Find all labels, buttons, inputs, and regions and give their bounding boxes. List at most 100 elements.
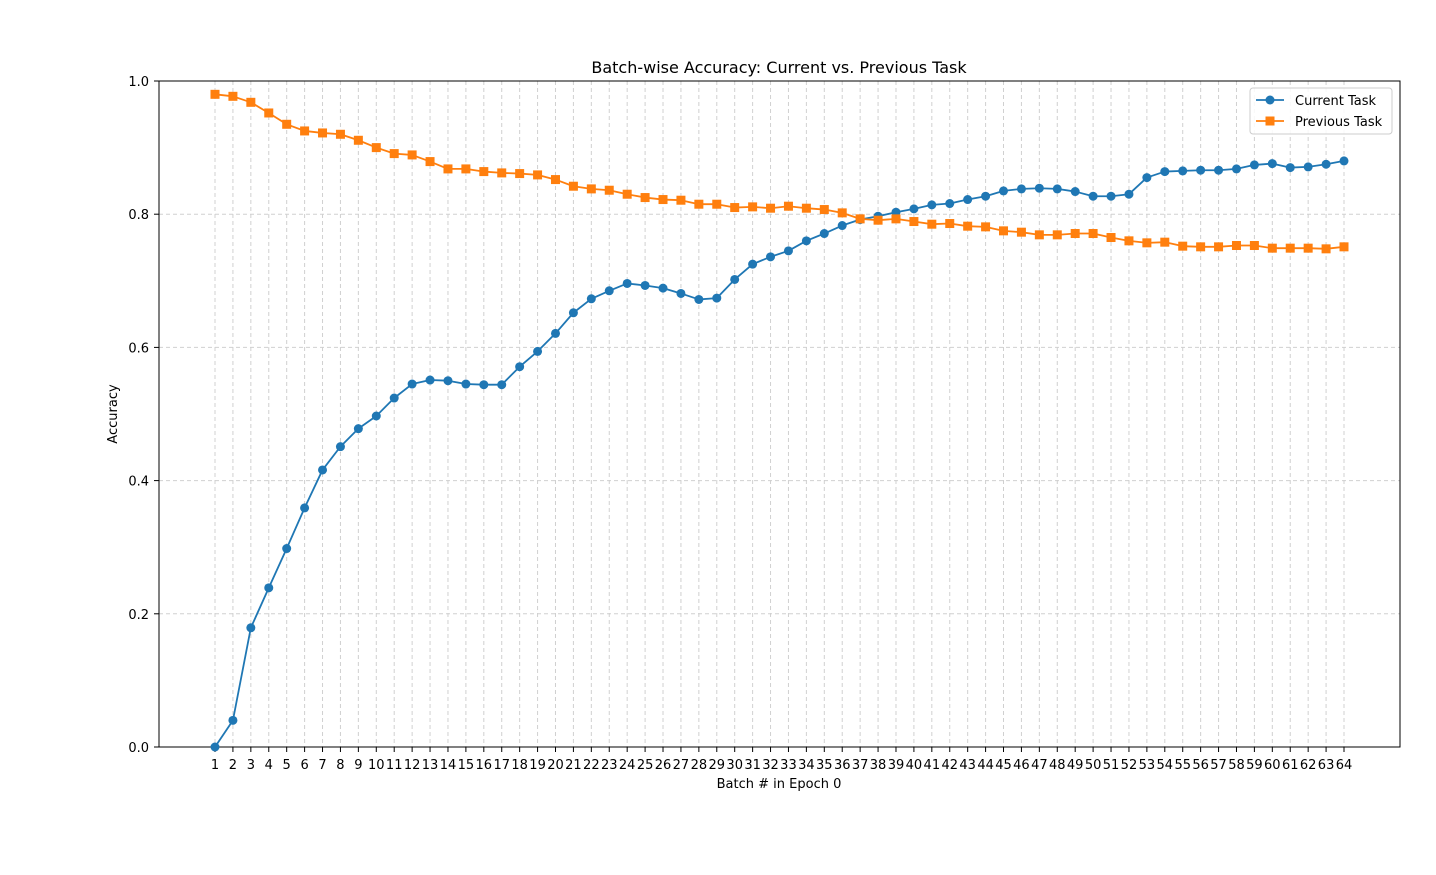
data-point-current-task — [712, 293, 722, 303]
x-tick-label: 50 — [1085, 758, 1102, 773]
x-tick-label: 6 — [300, 758, 308, 773]
x-tick-label: 13 — [422, 758, 439, 773]
data-point-previous-task — [1214, 242, 1224, 252]
data-point-current-task — [1178, 166, 1188, 176]
data-point-current-task — [1124, 189, 1134, 199]
data-point-current-task — [1034, 183, 1044, 193]
data-point-current-task — [766, 252, 776, 262]
x-tick-label: 14 — [440, 758, 457, 773]
data-point-previous-task — [676, 195, 686, 205]
data-point-previous-task — [766, 203, 776, 213]
legend: Current Task Previous Task — [1249, 87, 1393, 135]
x-tick-label: 52 — [1121, 758, 1138, 773]
data-point-current-task — [568, 308, 578, 318]
data-point-previous-task — [1196, 242, 1206, 252]
x-tick-label: 63 — [1318, 758, 1335, 773]
x-tick-label: 11 — [386, 758, 403, 773]
x-tick-label: 59 — [1246, 758, 1263, 773]
x-tick-label: 27 — [673, 758, 690, 773]
legend-marker-current-task — [1265, 95, 1275, 105]
data-point-current-task — [730, 274, 740, 284]
data-point-current-task — [550, 328, 560, 338]
data-point-previous-task — [783, 201, 793, 211]
data-point-current-task — [801, 236, 811, 246]
data-point-previous-task — [927, 219, 937, 229]
data-point-current-task — [694, 294, 704, 304]
data-point-previous-task — [1034, 230, 1044, 240]
data-point-previous-task — [246, 97, 256, 107]
x-tick-label: 2 — [229, 758, 237, 773]
data-point-current-task — [246, 623, 256, 633]
x-tick-label: 16 — [476, 758, 493, 773]
data-point-previous-task — [999, 226, 1009, 236]
data-point-previous-task — [712, 199, 722, 209]
data-point-previous-task — [497, 168, 507, 178]
x-axis-label: Batch # in Epoch 0 — [717, 777, 842, 792]
data-point-previous-task — [443, 164, 453, 174]
data-point-previous-task — [1160, 237, 1170, 247]
data-point-previous-task — [407, 150, 417, 160]
data-point-previous-task — [1339, 242, 1349, 252]
x-tick-label: 19 — [529, 758, 546, 773]
x-tick-label: 49 — [1067, 758, 1084, 773]
data-point-previous-task — [640, 193, 650, 203]
data-point-current-task — [389, 393, 399, 403]
y-axis-label: Accuracy — [106, 384, 121, 444]
data-point-current-task — [963, 195, 973, 205]
x-tick-label: 29 — [709, 758, 726, 773]
data-point-previous-task — [1106, 233, 1116, 243]
data-point-previous-task — [586, 184, 596, 194]
data-point-current-task — [1303, 162, 1313, 172]
x-tick-label: 44 — [977, 758, 994, 773]
data-point-current-task — [1016, 184, 1026, 194]
data-point-previous-task — [1321, 244, 1331, 254]
data-point-previous-task — [1124, 236, 1134, 246]
data-point-current-task — [1285, 163, 1295, 173]
data-point-current-task — [282, 544, 292, 554]
data-point-current-task — [604, 286, 614, 296]
data-point-current-task — [1214, 165, 1224, 175]
data-point-previous-task — [335, 129, 345, 139]
series-line-previous-task — [214, 93, 1345, 250]
data-point-previous-task — [1267, 243, 1277, 253]
data-point-previous-task — [945, 219, 955, 229]
data-point-previous-task — [461, 164, 471, 174]
data-point-current-task — [1321, 159, 1331, 169]
y-tick-label: 0.6 — [128, 341, 149, 356]
data-point-current-task — [1088, 191, 1098, 201]
data-point-previous-task — [658, 195, 668, 205]
legend-label-previous-task: Previous Task — [1295, 115, 1383, 130]
data-point-previous-task — [1249, 241, 1259, 251]
data-point-previous-task — [801, 203, 811, 213]
data-point-current-task — [658, 283, 668, 293]
data-point-previous-task — [353, 135, 363, 145]
data-point-current-task — [1249, 160, 1259, 170]
data-point-previous-task — [694, 199, 704, 209]
data-point-previous-task — [1285, 243, 1295, 253]
data-point-previous-task — [210, 89, 220, 99]
data-point-current-task — [425, 375, 435, 385]
x-tick-label: 51 — [1103, 758, 1120, 773]
x-tick-label: 25 — [637, 758, 654, 773]
x-tick-label: 35 — [816, 758, 833, 773]
data-point-current-task — [228, 715, 238, 725]
data-point-current-task — [515, 362, 525, 372]
x-tick-label: 64 — [1336, 758, 1353, 773]
x-tick-label: 21 — [565, 758, 582, 773]
x-tick-label: 32 — [762, 758, 779, 773]
x-tick-label: 3 — [247, 758, 255, 773]
y-tick-label: 0.8 — [128, 208, 149, 223]
data-point-current-task — [999, 186, 1009, 196]
data-point-previous-task — [855, 214, 865, 224]
data-point-current-task — [927, 200, 937, 210]
chart-title: Batch-wise Accuracy: Current vs. Previou… — [591, 58, 967, 77]
x-tick-label: 26 — [655, 758, 672, 773]
data-point-previous-task — [1178, 241, 1188, 251]
x-tick-label: 20 — [547, 758, 564, 773]
y-tick-label: 0.4 — [128, 475, 149, 490]
data-point-current-task — [533, 346, 543, 356]
data-point-current-task — [1106, 191, 1116, 201]
data-point-previous-task — [1052, 230, 1062, 240]
data-point-previous-task — [1231, 241, 1241, 251]
data-point-current-task — [264, 583, 274, 593]
